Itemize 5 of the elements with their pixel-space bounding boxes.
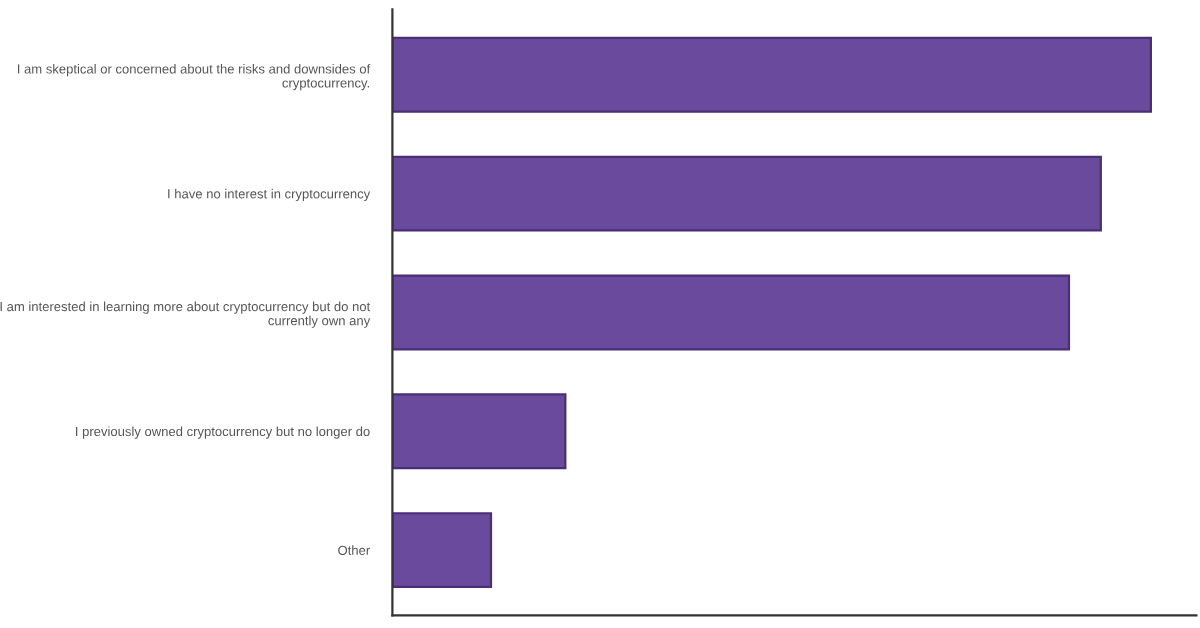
bar (392, 512, 493, 589)
bar (392, 274, 1071, 351)
bar (392, 155, 1102, 232)
bar (392, 393, 567, 470)
bar (392, 36, 1152, 113)
